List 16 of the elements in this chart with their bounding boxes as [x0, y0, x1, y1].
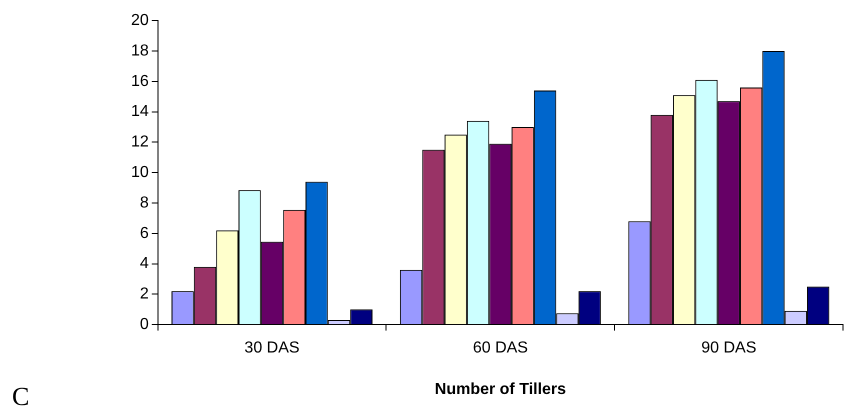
y-tick-label: 6	[140, 224, 149, 242]
y-tick-label: 10	[131, 164, 149, 182]
y-tick-label: 14	[131, 103, 149, 120]
text: C	[12, 382, 30, 411]
y-tick-label: 16	[131, 72, 149, 90]
y-tick-label: 20	[131, 12, 149, 30]
x-tick-label: 90 DAS	[701, 340, 756, 357]
y-tick-label: 8	[140, 194, 149, 212]
y-tick-label: 2	[140, 286, 149, 303]
y-tick-label: 18	[131, 42, 149, 60]
x-axis-title: Number of Tillers	[434, 380, 566, 398]
y-tick-label: 4	[140, 255, 149, 272]
y-tick-label: 0	[140, 316, 149, 334]
x-tick-label: 60 DAS	[472, 340, 528, 357]
x-tick-label: 30 DAS	[244, 340, 300, 357]
y-tick-label: 12	[131, 134, 149, 151]
